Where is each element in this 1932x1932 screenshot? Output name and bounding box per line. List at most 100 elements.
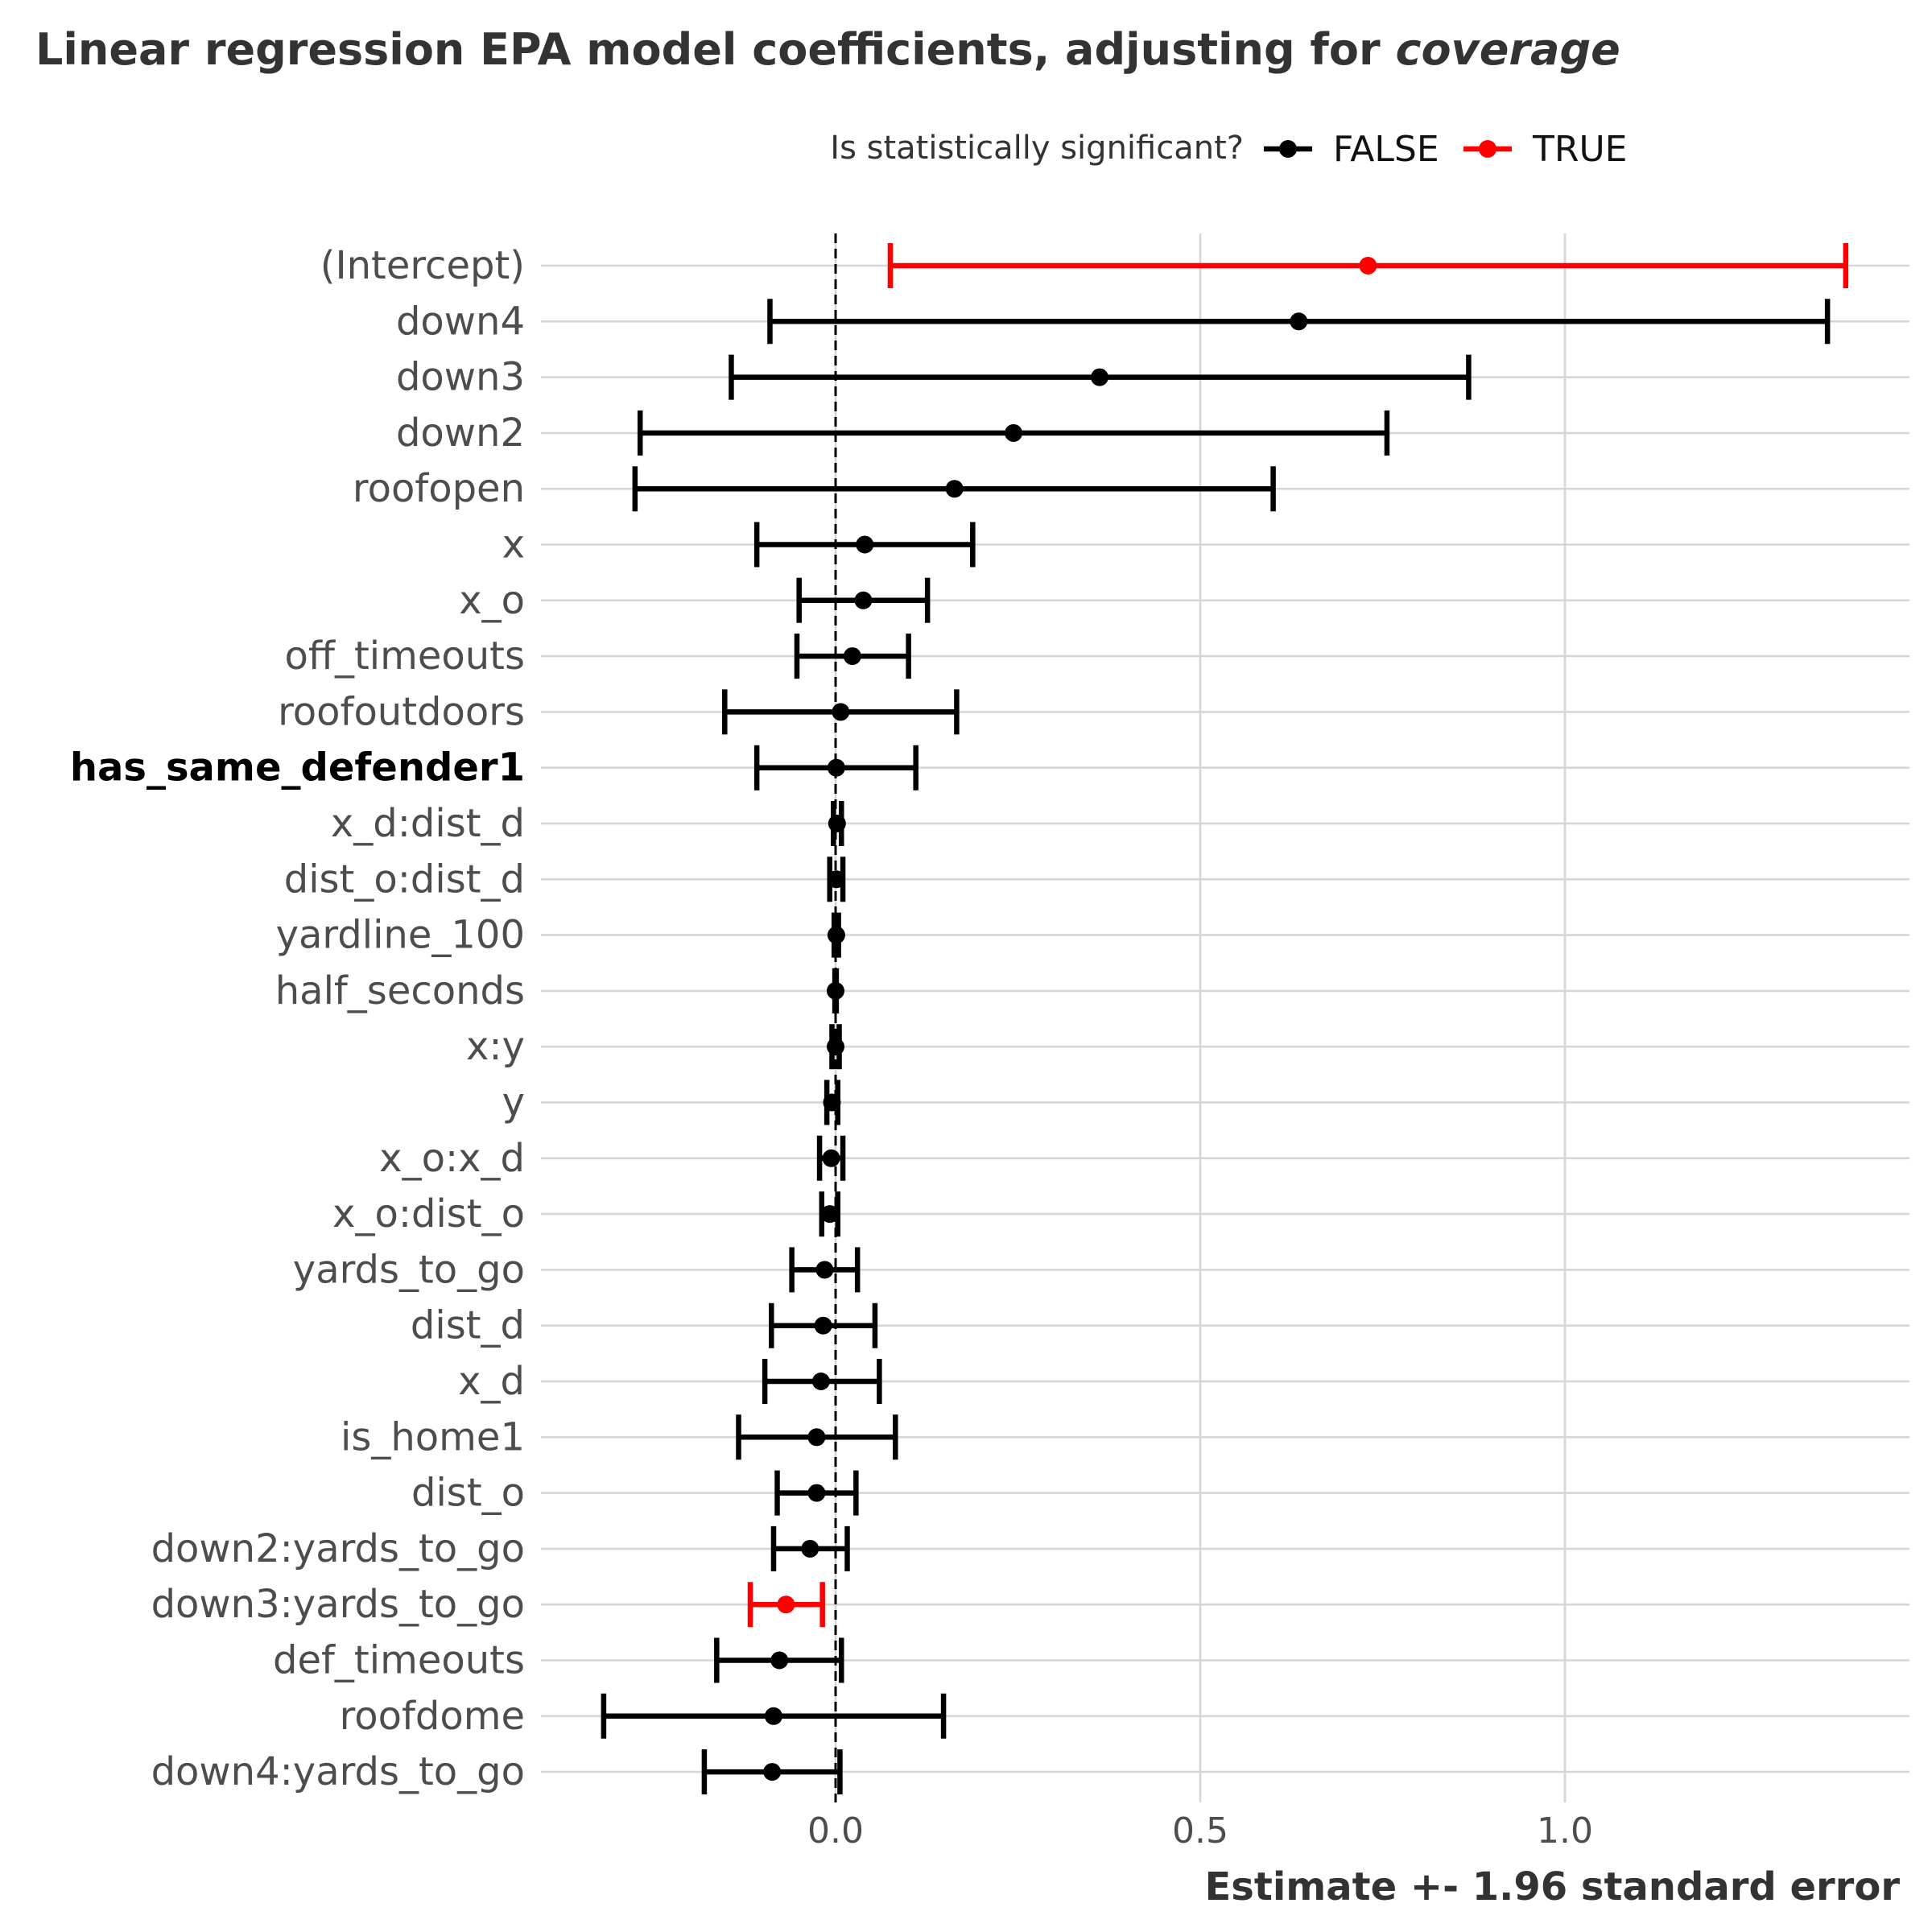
legend-key-point [1279,140,1297,158]
coef-half_seconds [827,968,844,1013]
coef-dist_d [769,1302,878,1348]
coef-roofdome [601,1693,947,1739]
y-tick-label: down4 [396,299,525,344]
estimate-point [801,1539,819,1558]
estimate-point [815,1261,834,1279]
estimate-point [827,1038,844,1056]
coef-off_timeouts [794,634,911,679]
y-tick-label: x_o:x_d [379,1136,525,1181]
y-tick-label: x [502,522,525,568]
y-tick-label: half_seconds [275,968,525,1013]
error-bars [601,243,1849,1795]
coef-yardline_100 [827,912,845,958]
estimate-point [763,1763,782,1781]
coef-x_o [796,577,931,623]
estimate-point [1359,257,1377,275]
y-tick-label: yards_to_go [293,1247,525,1292]
estimate-point [1005,423,1023,442]
coef-def_timeouts [714,1637,844,1683]
estimate-point [854,591,873,609]
coef-x_d:dist_d [828,801,846,846]
legend-label: TRUE [1532,129,1627,170]
y-tick-label: roofopen [353,466,525,511]
estimate-point [822,1149,840,1167]
coef-roofopen [632,466,1276,512]
coef-is_home1 [736,1414,898,1460]
chart-title-emphasis: coverage [1395,24,1620,75]
estimate-point [811,1373,830,1390]
x-axis-title: Estimate +- 1.96 standard error [1205,1864,1901,1909]
estimate-point [807,1484,826,1502]
y-tick-label: down3 [396,355,525,400]
legend-entry: FALSE [1264,129,1439,170]
estimate-point [827,870,845,889]
coef-x_d [762,1359,882,1404]
estimate-point [827,926,845,944]
y-tick-label: down2 [396,411,525,456]
y-tick-label: dist_d [411,1303,525,1348]
y-tick-label: down4:yards_to_go [151,1749,525,1794]
x-tick-label: 0.0 [807,1810,864,1852]
y-tick-label: dist_o:dist_d [284,857,525,902]
chart-title: Linear regression EPA model coefficients… [35,24,1620,75]
estimate-point [777,1596,795,1614]
estimate-point [945,480,964,498]
estimate-point [814,1316,832,1335]
coef-x:y [827,1024,844,1070]
coef-down2 [637,410,1390,456]
y-tick-label: down3:yards_to_go [151,1582,525,1627]
y-tick-label: has_same_defender1 [70,745,525,791]
legend-entry: TRUE [1463,129,1627,170]
legend-key-point [1479,140,1496,158]
chart-title-text: Linear regression EPA model coefficients… [35,24,1395,75]
x-tick-label: 0.5 [1172,1810,1228,1852]
y-tick-label: is_home1 [341,1414,525,1459]
coef-y [823,1080,841,1125]
plot-panel: 0.0 0.5 1.0 (Intercept) down4 down3 down2 roofo… [70,233,1909,1852]
estimate-point [856,535,874,554]
estimate-point [1290,312,1308,331]
estimate-point [1090,368,1108,386]
legend: Is statistically significant? FALSE TRUE [830,129,1627,170]
y-tick-label: dist_o [411,1471,525,1516]
estimate-point [820,1205,839,1224]
coef-down2:yards_to_go [770,1525,850,1571]
x-tick-label: 1.0 [1537,1810,1593,1852]
coef-roofoutdoors [722,689,960,735]
y-tick-label: off_timeouts [285,634,526,679]
coef-yards_to_go [789,1247,861,1293]
estimate-point [828,815,846,832]
estimate-point [827,758,845,777]
y-tick-label: roofoutdoors [278,689,525,734]
y-tick-label: x_d [458,1359,525,1404]
coef-dist_o [774,1470,859,1516]
coef-x [753,522,976,568]
coef-dist_o:dist_d [827,857,846,902]
legend-title: Is statistically significant? [830,130,1244,167]
gridlines [541,233,1909,1803]
y-tick-label: def_timeouts [273,1638,525,1683]
coef-x_o:dist_o [819,1191,840,1237]
coef-has_same_defender1 [753,745,919,791]
estimate-point [764,1707,782,1725]
y-tick-label: yardline_100 [276,913,525,958]
coef-(Intercept) [887,243,1849,288]
y-tick-label: x_d:dist_d [331,801,525,846]
y-tick-label: x:y [466,1024,525,1069]
y-tick-label: roofdome [340,1694,525,1739]
y-tick-label: x_o:dist_o [332,1191,525,1236]
y-tick-label: (Intercept) [320,243,525,288]
coef-down3 [729,354,1472,400]
legend-label: FALSE [1333,129,1439,170]
coef-down4 [767,299,1831,345]
estimate-point [832,703,850,721]
y-tick-label: y [502,1080,525,1125]
coef-x_o:x_d [816,1135,846,1181]
coef-down4:yards_to_go [701,1749,843,1795]
estimate-point [770,1651,789,1670]
y-tick-label: x_o [459,578,525,623]
estimate-point [823,1093,841,1112]
estimate-point [807,1428,826,1447]
y-tick-label: down2:yards_to_go [151,1526,525,1571]
